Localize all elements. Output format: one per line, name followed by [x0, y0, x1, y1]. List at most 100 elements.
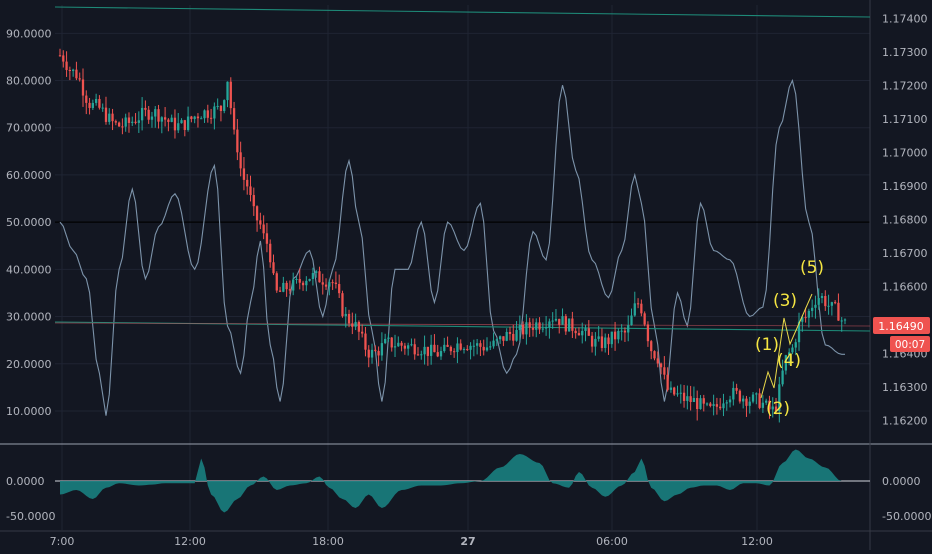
- candle-body: [262, 224, 265, 234]
- candle: [334, 271, 338, 289]
- candle-body: [443, 344, 446, 352]
- candle-body: [430, 344, 433, 356]
- candle-body: [686, 396, 689, 401]
- candle-body: [567, 318, 571, 332]
- candle-body: [196, 116, 200, 119]
- candle: [682, 385, 686, 408]
- candle: [216, 98, 219, 110]
- candle-body: [232, 108, 236, 130]
- candle-body: [423, 346, 426, 355]
- candle-body: [154, 109, 157, 117]
- candle-body: [584, 328, 587, 331]
- candle-body: [407, 345, 410, 349]
- candle: [351, 312, 354, 335]
- candle-body: [692, 398, 696, 402]
- oscillator-layer: [59, 78, 845, 416]
- candle-body: [229, 81, 232, 109]
- candle-body: [416, 354, 420, 356]
- candle: [380, 332, 384, 361]
- candle-body: [830, 302, 834, 306]
- candle: [305, 276, 308, 292]
- candle: [571, 311, 574, 338]
- trend-lines: [54, 6, 871, 332]
- candle-body: [203, 110, 206, 119]
- right-axis-tick-label: 1.17200: [882, 79, 928, 92]
- candle: [364, 327, 367, 357]
- grid-lines: [55, 5, 870, 530]
- candle: [485, 337, 489, 352]
- candle: [71, 68, 75, 77]
- candle-body: [571, 318, 574, 331]
- candle-body: [784, 355, 788, 371]
- candle: [564, 313, 567, 335]
- candle: [475, 338, 479, 355]
- candle: [801, 315, 804, 332]
- candle-body: [512, 333, 515, 341]
- candle-body: [239, 152, 242, 169]
- elliott-wave-label: (2): [766, 399, 790, 419]
- candle-body: [755, 393, 758, 395]
- x-axis-tick-label: 18:00: [312, 535, 344, 548]
- candle: [590, 331, 594, 353]
- candle-body: [544, 327, 548, 329]
- candle: [824, 290, 827, 311]
- candle: [607, 333, 610, 355]
- candle: [797, 312, 801, 351]
- candle: [226, 81, 229, 108]
- candle-body: [321, 282, 324, 285]
- candle-body: [489, 346, 492, 348]
- candle-body: [807, 310, 811, 318]
- candle-body: [183, 120, 186, 130]
- candle: [209, 108, 213, 124]
- candle-body: [364, 333, 367, 350]
- candle: [784, 354, 788, 375]
- candle: [98, 95, 101, 110]
- candle-body: [111, 113, 114, 122]
- candle: [735, 383, 738, 395]
- candle-body: [75, 69, 78, 79]
- candle-body: [564, 316, 567, 332]
- left-axis-tick-label: 10.0000: [6, 405, 52, 418]
- candle-body: [108, 113, 111, 122]
- candle: [131, 116, 134, 127]
- candle: [318, 266, 321, 283]
- left-axis-tick-label: 90.0000: [6, 27, 52, 40]
- candle-body: [144, 107, 147, 110]
- candle: [508, 326, 512, 341]
- candle: [814, 295, 817, 319]
- candle: [558, 318, 561, 334]
- candle: [636, 298, 640, 309]
- candle: [548, 318, 551, 339]
- candle: [702, 394, 705, 412]
- candle-body: [338, 284, 341, 294]
- candle: [163, 107, 167, 127]
- candle: [705, 402, 709, 407]
- candle-body: [840, 320, 843, 322]
- candle: [466, 345, 469, 351]
- candle: [452, 348, 456, 358]
- candle: [699, 395, 702, 410]
- candle: [101, 103, 104, 112]
- candle: [242, 157, 246, 191]
- candle-body: [354, 321, 357, 327]
- candle-body: [669, 387, 673, 390]
- candle: [423, 335, 426, 365]
- candle-body: [167, 119, 170, 122]
- candle: [213, 102, 216, 130]
- candle-body: [272, 262, 275, 274]
- candle-body: [397, 342, 400, 347]
- candle-body: [732, 387, 735, 400]
- candle-body: [551, 320, 554, 322]
- candle-body: [121, 126, 124, 128]
- candle: [430, 334, 433, 365]
- candle: [341, 290, 344, 318]
- candle-body: [820, 295, 824, 299]
- candle: [278, 286, 282, 293]
- candle: [433, 334, 436, 353]
- candle: [640, 299, 643, 317]
- price-badge-box: [873, 317, 930, 334]
- candle: [173, 109, 177, 139]
- candle-body: [633, 303, 636, 316]
- candle-body: [101, 107, 104, 109]
